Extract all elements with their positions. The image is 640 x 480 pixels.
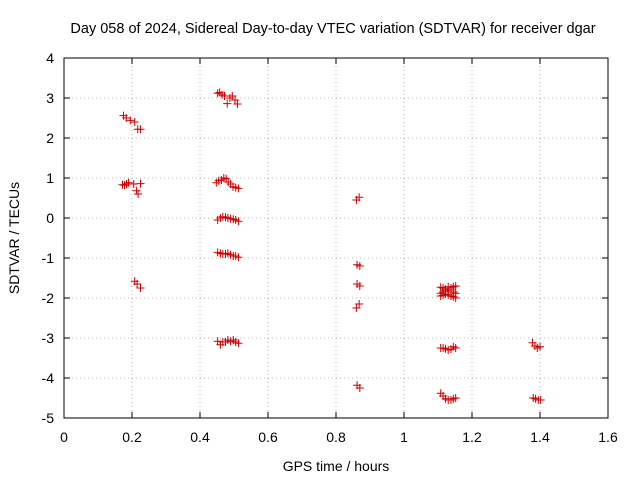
data-point	[355, 193, 364, 202]
series-prn-k	[353, 280, 364, 290]
series-prn-g	[213, 248, 243, 262]
data-point	[233, 100, 242, 108]
x-tick-label: 0.8	[326, 429, 346, 445]
x-tick-label: 0.2	[122, 429, 142, 445]
y-tick-label: 4	[46, 50, 54, 66]
data-point	[136, 179, 145, 188]
y-axis-label: SDTVAR / TECUs	[6, 182, 22, 294]
y-tick-label: -4	[42, 370, 55, 386]
axis-ticks	[63, 57, 609, 419]
series-prn-e	[212, 174, 243, 193]
data-point	[355, 384, 364, 392]
y-tick-label: -3	[42, 330, 55, 346]
data-point	[223, 99, 232, 108]
data-point	[222, 174, 231, 183]
data-point	[124, 178, 133, 187]
data-point	[132, 186, 141, 195]
x-tick-label: 0	[60, 429, 68, 445]
series-prn-r	[436, 389, 460, 404]
series-prn-j	[353, 260, 364, 270]
data-point	[122, 114, 131, 122]
y-tick-label: -5	[42, 410, 55, 426]
data-point	[355, 262, 364, 270]
data-point	[129, 180, 138, 188]
x-tick-label: 1.4	[530, 429, 550, 445]
y-tick-label: 0	[46, 210, 54, 226]
x-tick-label: 1.6	[598, 429, 618, 445]
series-prn-q	[436, 342, 460, 354]
x-axis-label: GPS time / hours	[283, 458, 390, 474]
series-prn-s	[528, 338, 544, 352]
series-prn-t	[529, 394, 545, 404]
x-axis-tick-labels: 0 0.2 0.4 0.6 0.8 1 1.2 1.4 1.6	[60, 429, 618, 445]
series-prn-b	[118, 178, 145, 198]
data-point	[136, 284, 145, 292]
data-point	[451, 344, 460, 352]
series-prn-i	[352, 193, 364, 204]
y-tick-label: 2	[46, 130, 54, 146]
x-tick-label: 0.6	[258, 429, 278, 445]
series-prn-m	[353, 381, 364, 392]
data-point	[451, 282, 460, 290]
data-point	[355, 300, 364, 308]
y-tick-label: -1	[42, 250, 55, 266]
data-point	[136, 125, 145, 134]
data-point	[122, 180, 131, 188]
data-point	[120, 181, 129, 190]
data-point	[536, 396, 545, 404]
series-prn-f	[213, 212, 243, 226]
y-tick-label: 3	[46, 90, 54, 106]
y-tick-label: 1	[46, 170, 54, 186]
series-prn-d	[213, 88, 242, 108]
data-point	[355, 282, 364, 290]
data-point	[126, 116, 135, 125]
x-tick-label: 1.2	[462, 429, 482, 445]
grid-lines	[64, 58, 608, 418]
data-point	[134, 190, 143, 198]
series-prn-p	[436, 290, 460, 302]
data-point	[234, 339, 243, 348]
x-tick-label: 1	[400, 429, 408, 445]
data-point	[234, 184, 243, 193]
data-point	[130, 118, 139, 126]
series-prn-h	[213, 336, 243, 349]
series-prn-a	[119, 111, 145, 134]
data-point	[234, 217, 243, 226]
data-point	[133, 280, 142, 288]
data-point	[213, 89, 222, 98]
y-axis-tick-labels: -5 -4 -3 -2 -1 0 1 2 3 4	[42, 50, 55, 426]
x-tick-label: 0.4	[190, 429, 210, 445]
series-prn-l	[352, 300, 364, 312]
data-point	[234, 253, 243, 262]
data-point	[536, 342, 544, 351]
data-point	[451, 394, 460, 402]
y-tick-label: -2	[42, 290, 55, 306]
series-prn-c	[130, 277, 145, 292]
data-point	[451, 294, 460, 302]
data-point	[220, 92, 229, 100]
chart-title: Day 058 of 2024, Sidereal Day-to-day VTE…	[70, 21, 595, 37]
data-points	[118, 88, 545, 404]
